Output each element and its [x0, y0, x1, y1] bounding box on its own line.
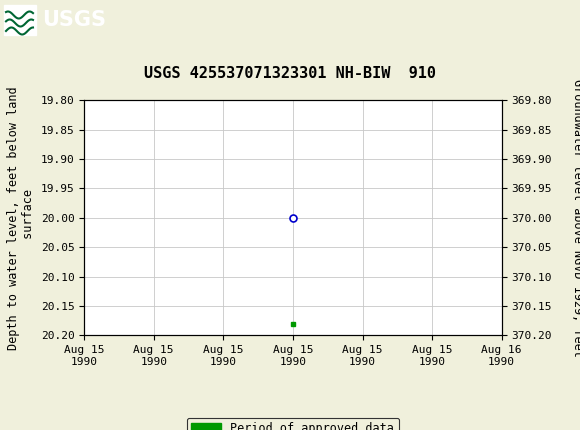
Y-axis label: Groundwater level above NGVD 1929, feet: Groundwater level above NGVD 1929, feet: [571, 79, 580, 357]
Y-axis label: Depth to water level, feet below land
 surface: Depth to water level, feet below land su…: [7, 86, 35, 350]
Bar: [4, 5, 36, 35]
Text: USGS 425537071323301 NH-BIW  910: USGS 425537071323301 NH-BIW 910: [144, 66, 436, 81]
Text: USGS: USGS: [42, 10, 106, 30]
Legend: Period of approved data: Period of approved data: [187, 418, 399, 430]
